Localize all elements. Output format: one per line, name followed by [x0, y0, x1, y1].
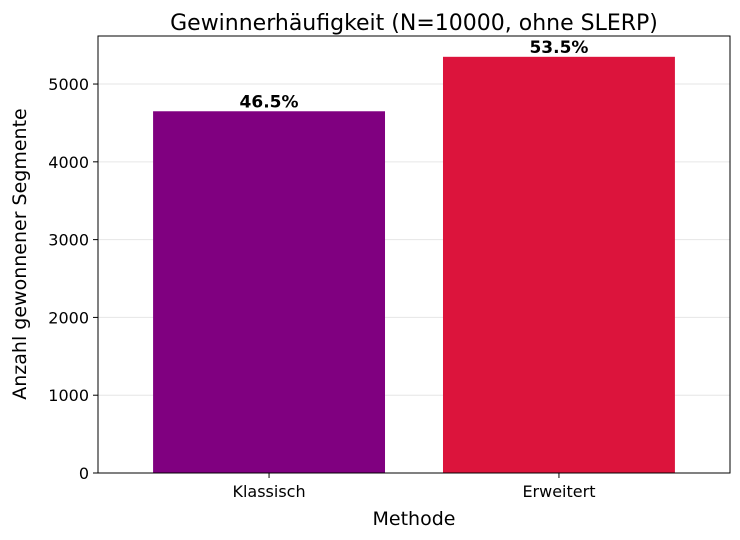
bar-erweitert: [442, 56, 675, 474]
x-tick-label: Klassisch: [232, 482, 305, 501]
bar-klassisch: [153, 111, 386, 474]
x-tick-label: Erweitert: [522, 482, 595, 501]
plot-frame: [97, 35, 731, 474]
bar-value-label: 46.5%: [240, 92, 299, 112]
y-tick-label: 4000: [48, 153, 89, 172]
x-axis-ticks: Klassisch Erweitert: [232, 473, 595, 501]
y-axis-label: Anzahl gewonnener Segmente: [9, 108, 31, 399]
x-axis-label: Methode: [373, 508, 456, 530]
y-tick-label: 1000: [48, 386, 89, 405]
y-tick-label: 2000: [48, 308, 89, 327]
bar-value-label: 53.5%: [529, 38, 588, 58]
bars: [153, 56, 675, 474]
chart-title: Gewinnerhäufigkeit (N=10000, ohne SLERP): [170, 11, 658, 36]
y-tick-label: 5000: [48, 75, 89, 94]
y-axis-ticks: 0 1000 2000 3000 4000 5000: [48, 75, 98, 483]
bar-value-labels: 46.5% 53.5%: [240, 38, 589, 112]
y-tick-label: 0: [79, 464, 89, 483]
y-tick-label: 3000: [48, 231, 89, 250]
